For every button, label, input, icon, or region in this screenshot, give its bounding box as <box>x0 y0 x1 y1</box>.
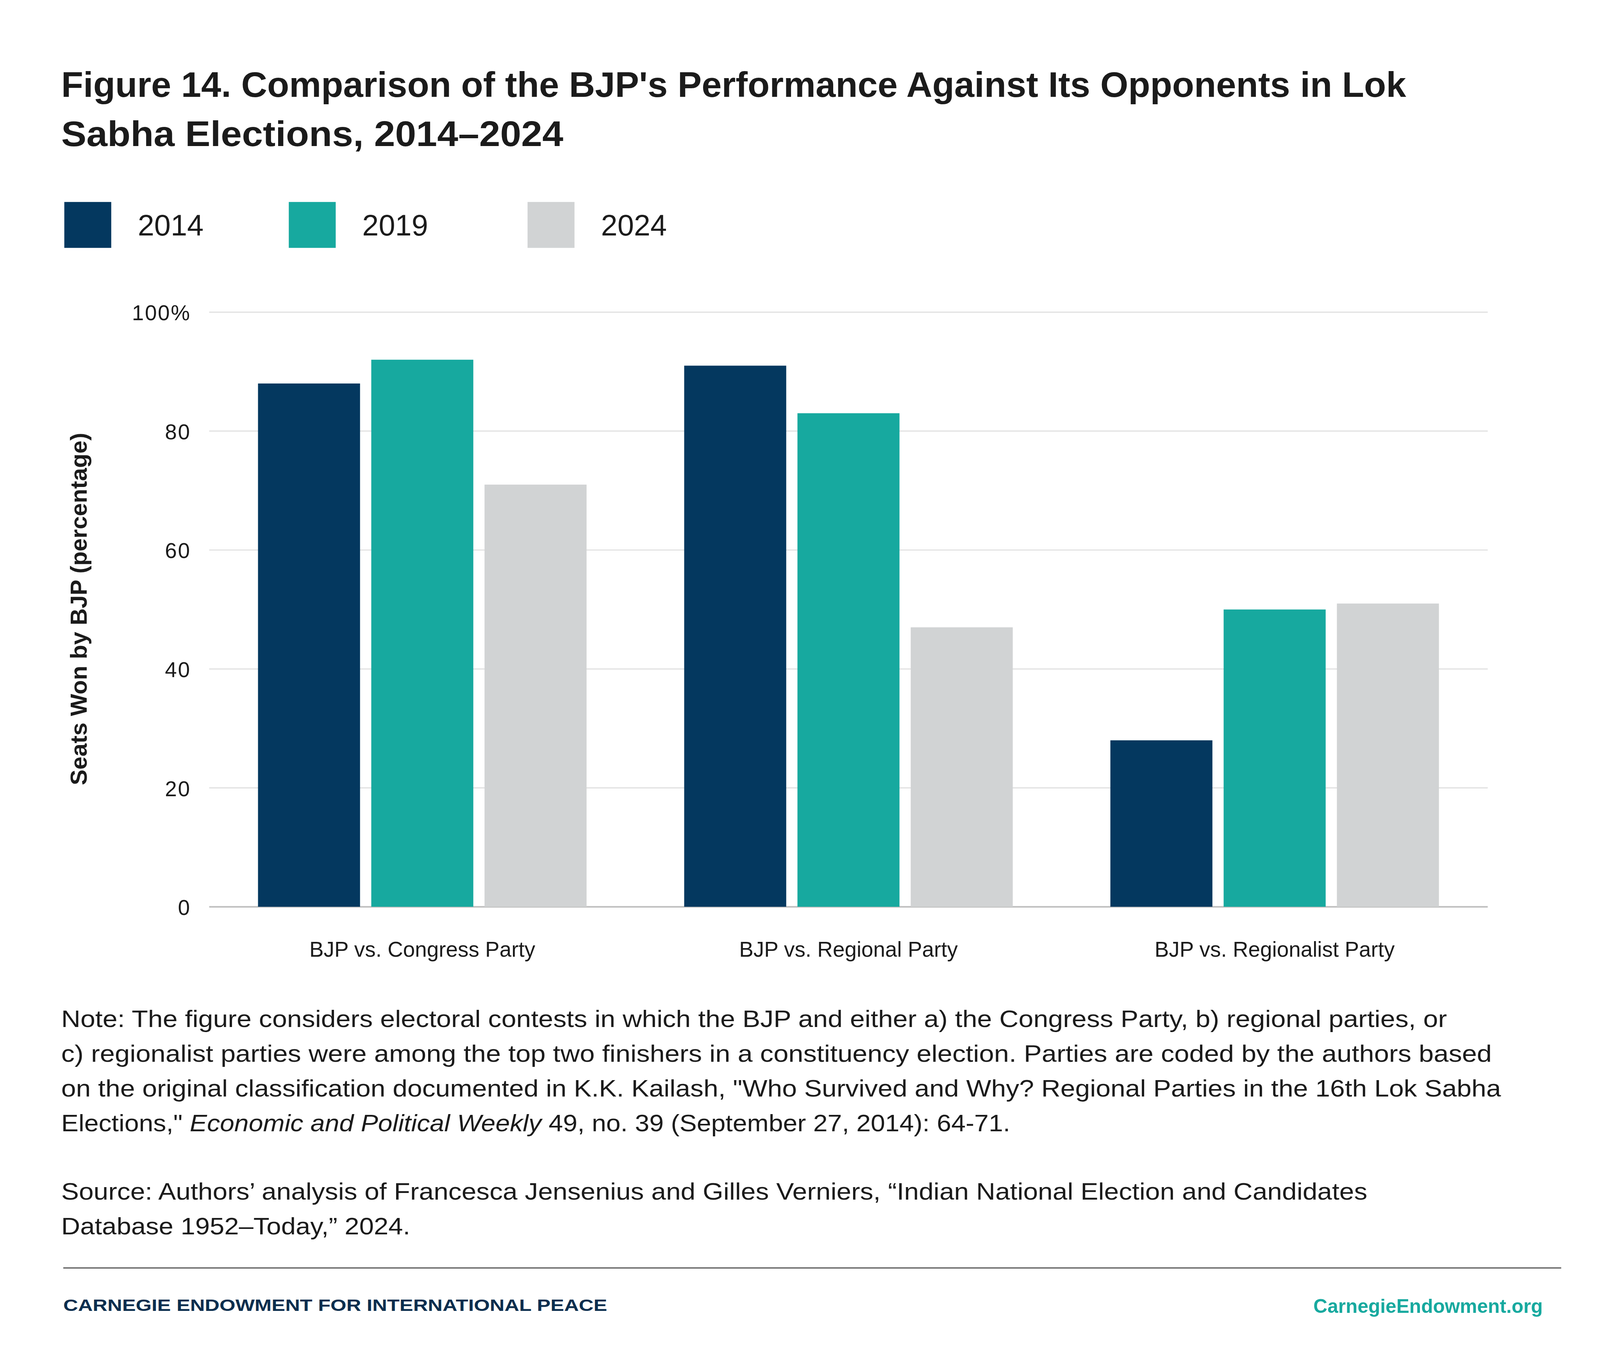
tick-label: 20 <box>164 776 191 802</box>
note-text: Note: The figure considers electoral con… <box>61 1005 1447 1033</box>
bar <box>1223 609 1326 908</box>
bar <box>484 484 587 908</box>
source: Source: Authors’ analysis of Francesca J… <box>61 1178 1368 1206</box>
note: Elections," Economic and Political Weekl… <box>61 1109 1011 1137</box>
note: Note: The figure considers electoral con… <box>61 1005 1447 1033</box>
bar <box>371 359 474 908</box>
note: on the original classification documente… <box>61 1075 1502 1102</box>
legend-swatch <box>527 201 575 249</box>
tick-label: 80 <box>164 419 191 445</box>
category-label: BJP vs. Regionalist Party <box>1154 937 1395 962</box>
axis-title: Seats Won by BJP (percentage) <box>65 432 92 786</box>
footer-left: CARNEGIE ENDOWMENT FOR INTERNATIONAL PEA… <box>63 1296 608 1315</box>
legend-entry: 2024 <box>527 201 668 249</box>
bars <box>257 359 1439 908</box>
source-text: Database 1952–Today,” 2024. <box>61 1212 411 1240</box>
grid-line <box>209 311 1488 313</box>
tick-label: 100% <box>132 300 192 325</box>
category-label: BJP vs. Regional Party <box>739 937 958 962</box>
legend-label: 2024 <box>601 208 668 242</box>
note: c) regionalist parties were among the to… <box>61 1040 1492 1068</box>
legend-swatch <box>288 201 336 249</box>
bar <box>1336 603 1439 908</box>
note-text: Economic and Political Weekly <box>189 1109 543 1137</box>
bar <box>797 413 900 908</box>
bar <box>257 383 360 908</box>
source-text: Source: Authors’ analysis of Francesca J… <box>61 1178 1368 1206</box>
note-text: on the original classification documente… <box>61 1075 1502 1102</box>
note-text: Elections," <box>61 1109 190 1137</box>
note-text: 49, no. 39 (September 27, 2014): 64-71. <box>541 1109 1011 1137</box>
source: Database 1952–Today,” 2024. <box>61 1212 411 1240</box>
tick-label: 60 <box>164 538 191 563</box>
tick-label: 40 <box>164 657 191 683</box>
note-text: c) regionalist parties were among the to… <box>61 1040 1492 1068</box>
tick-label: 0 <box>177 895 191 920</box>
title: Figure 14. Comparison of the BJP's Perfo… <box>61 64 1407 105</box>
footer-right: CarnegieEndowment.org <box>1313 1295 1543 1318</box>
bar <box>1110 740 1213 908</box>
legend-entry: 2019 <box>288 201 429 249</box>
legend-entry: 2014 <box>64 201 204 249</box>
chart: Figure 14. Comparison of the BJP's Perfo… <box>0 0 1600 1348</box>
bar <box>684 365 787 908</box>
legend-swatch <box>64 201 112 249</box>
legend-label: 2019 <box>362 208 429 242</box>
title: Sabha Elections, 2014–2024 <box>61 113 564 154</box>
legend-label: 2014 <box>137 208 204 242</box>
category-label: BJP vs. Congress Party <box>309 937 536 962</box>
bar <box>910 627 1013 908</box>
footer-rule <box>63 1267 1562 1269</box>
